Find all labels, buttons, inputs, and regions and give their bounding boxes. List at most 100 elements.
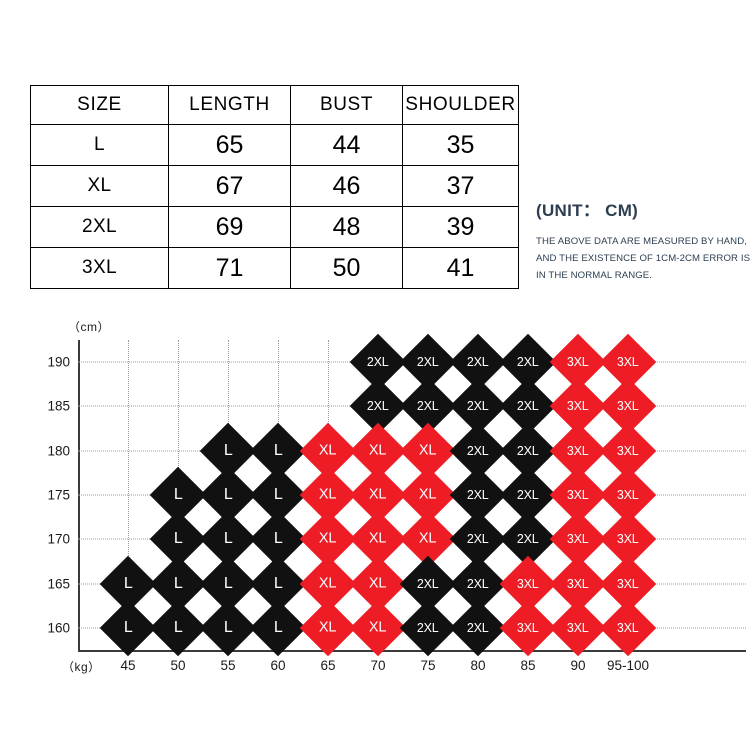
size-marker-label: L — [223, 530, 233, 548]
x-axis-unit-label: （kg） — [62, 660, 101, 674]
cell-size: L — [30, 124, 169, 166]
cell-shoulder: 39 — [402, 206, 519, 248]
table-row: XL 67 46 37 — [30, 165, 519, 207]
size-marker-label: 3XL — [567, 532, 589, 547]
size-marker-label: 3XL — [567, 354, 589, 369]
size-marker-label: XL — [419, 531, 437, 548]
size-marker-label: L — [173, 574, 183, 592]
measurement-note-block: (UNIT： CM) THE ABOVE DATA ARE MEASURED B… — [536, 196, 750, 284]
size-marker-label: 2XL — [367, 399, 389, 414]
cell-length: 65 — [168, 124, 291, 166]
size-marker-label: 3XL — [617, 399, 639, 414]
size-marker-label: L — [273, 441, 283, 459]
cell-bust: 46 — [290, 165, 403, 207]
size-recommendation-chart: （cm） （kg） 2XL 2XL 2XL 2XL 3XL 3XL 2XL 2XL 2XL 2XL… — [0, 318, 750, 688]
size-marker-label: L — [273, 530, 283, 548]
size-marker-label: 3XL — [617, 354, 639, 369]
y-axis-tick-label: 165 — [47, 576, 70, 592]
size-marker-label: L — [123, 618, 133, 636]
cell-size: 3XL — [30, 247, 169, 289]
size-marker-label: XL — [369, 575, 387, 592]
chart-plot-area: 2XL 2XL 2XL 2XL 3XL 3XL 2XL 2XL 2XL 2XL 3XL 3XL L L XL… — [78, 333, 746, 657]
x-axis-tick-label: 80 — [470, 658, 486, 673]
cell-bust: 50 — [290, 247, 403, 289]
unit-label: (UNIT： CM) — [536, 201, 639, 220]
size-marker-label: XL — [319, 531, 337, 548]
size-marker-l: L — [149, 599, 207, 657]
size-marker-label: L — [223, 485, 233, 503]
y-axis-tick-label: 190 — [47, 354, 70, 370]
column-header-size: SIZE — [30, 85, 169, 125]
size-marker-3xl: 3XL — [549, 599, 607, 657]
x-axis-tick-label: 60 — [270, 658, 286, 673]
note-line: THE ABOVE DATA ARE MEASURED BY HAND, — [536, 236, 747, 247]
size-marker-label: 2XL — [467, 399, 489, 414]
note-line: IN THE NORMAL RANGE. — [536, 270, 653, 281]
size-marker-label: XL — [319, 575, 337, 592]
size-marker-label: XL — [319, 442, 337, 459]
size-marker-label: 2XL — [467, 576, 489, 591]
size-marker-label: 3XL — [517, 620, 539, 635]
size-marker-label: 3XL — [617, 443, 639, 458]
size-marker-label: 3XL — [567, 576, 589, 591]
y-axis-tick-label: 160 — [47, 620, 70, 636]
column-header-length: LENGTH — [168, 85, 291, 125]
table-row: 2XL 69 48 39 — [30, 206, 519, 248]
size-marker-label: 2XL — [517, 532, 539, 547]
column-header-bust: BUST — [290, 85, 403, 125]
size-marker-label: 2XL — [367, 354, 389, 369]
size-marker-label: 2XL — [417, 399, 439, 414]
size-marker-label: L — [273, 618, 283, 636]
size-marker-label: XL — [319, 619, 337, 636]
size-marker-label: 2XL — [467, 354, 489, 369]
y-axis-tick-label: 185 — [47, 398, 70, 414]
size-marker-label: 2XL — [517, 399, 539, 414]
x-axis-tick-label: 65 — [320, 658, 336, 673]
cell-length: 69 — [168, 206, 291, 248]
size-table: SIZE LENGTH BUST SHOULDER L 65 44 35 XL … — [30, 85, 519, 289]
y-axis-tick-label: 175 — [47, 487, 70, 503]
cell-bust: 44 — [290, 124, 403, 166]
size-marker-label: 2XL — [467, 532, 489, 547]
size-marker-label: XL — [369, 442, 387, 459]
size-marker-label: L — [223, 618, 233, 636]
size-marker-label: XL — [419, 486, 437, 503]
size-marker-label: 2XL — [467, 443, 489, 458]
cell-shoulder: 41 — [402, 247, 519, 289]
cell-length: 71 — [168, 247, 291, 289]
x-axis-tick-label: 45 — [120, 658, 136, 673]
size-marker-label: 3XL — [567, 443, 589, 458]
size-marker-label: L — [273, 574, 283, 592]
size-marker-l: L — [199, 599, 257, 657]
x-axis-tick-label: 95-100 — [606, 658, 650, 673]
size-marker-l: L — [99, 599, 157, 657]
size-marker-label: XL — [369, 531, 387, 548]
x-axis-tick-label: 70 — [370, 658, 386, 673]
size-marker-label: XL — [369, 619, 387, 636]
size-marker-label: L — [173, 485, 183, 503]
size-marker-label: 3XL — [617, 532, 639, 547]
size-marker-label: 3XL — [567, 399, 589, 414]
column-header-shoulder: SHOULDER — [402, 85, 519, 125]
cell-bust: 48 — [290, 206, 403, 248]
size-marker-label: L — [273, 485, 283, 503]
size-marker-label: L — [173, 618, 183, 636]
size-marker-label: L — [173, 530, 183, 548]
size-marker-label: 3XL — [517, 576, 539, 591]
cell-size: 2XL — [30, 206, 169, 248]
size-marker-label: 3XL — [617, 576, 639, 591]
cell-size: XL — [30, 165, 169, 207]
size-marker-label: XL — [369, 486, 387, 503]
x-axis-tick-label: 75 — [420, 658, 436, 673]
size-marker-label: XL — [319, 486, 337, 503]
size-marker-label: L — [223, 441, 233, 459]
x-axis-line — [78, 650, 746, 652]
size-marker-2xl: 2XL — [449, 599, 507, 657]
size-marker-label: 3XL — [617, 487, 639, 502]
size-marker-label: 3XL — [567, 487, 589, 502]
size-marker-label: 2XL — [467, 487, 489, 502]
size-marker-label: 2XL — [517, 354, 539, 369]
y-axis-tick-label: 170 — [47, 531, 70, 547]
size-marker-label: 2XL — [417, 620, 439, 635]
size-marker-label: 2XL — [467, 620, 489, 635]
